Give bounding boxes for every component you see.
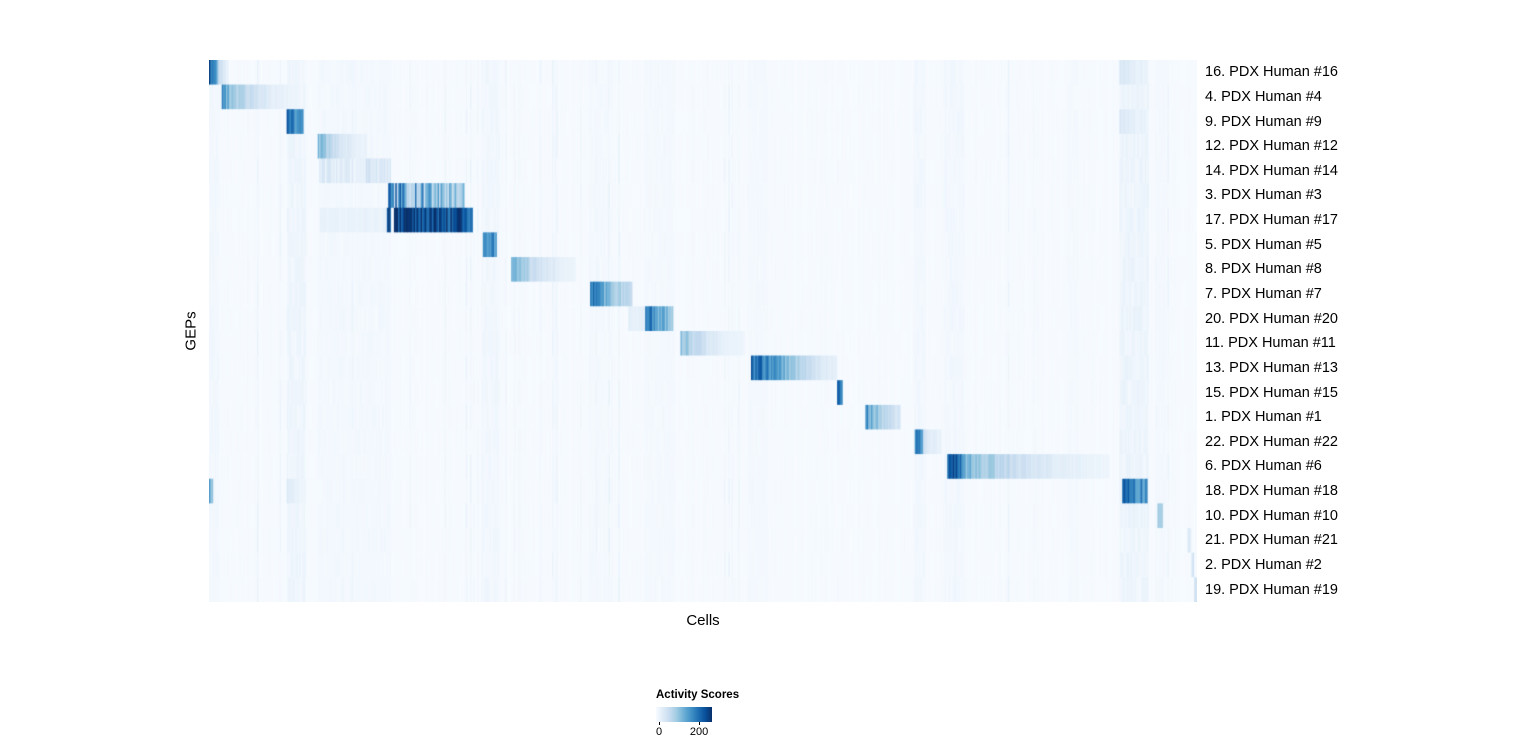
row-label: 17. PDX Human #17 <box>1205 212 1338 229</box>
legend-colorbar: 0 200 <box>656 707 712 738</box>
legend-tick-label: 0 <box>655 726 663 738</box>
row-label: 3. PDX Human #3 <box>1205 187 1322 204</box>
row-label: 10. PDX Human #10 <box>1205 507 1338 524</box>
row-label: 18. PDX Human #18 <box>1205 483 1338 500</box>
legend-tick-label: 200 <box>689 726 709 738</box>
row-label: 21. PDX Human #21 <box>1205 532 1338 549</box>
row-label: 7. PDX Human #7 <box>1205 286 1322 303</box>
colorbar-legend: Activity Scores 0 200 <box>656 689 816 738</box>
row-label: 20. PDX Human #20 <box>1205 310 1338 327</box>
x-axis-label: Cells <box>686 612 720 629</box>
legend-tick <box>659 722 660 725</box>
y-axis-label: GEPs <box>182 311 200 351</box>
row-label: 6. PDX Human #6 <box>1205 458 1322 475</box>
legend-tick <box>699 722 701 725</box>
row-label: 22. PDX Human #22 <box>1205 433 1338 450</box>
row-label: 1. PDX Human #1 <box>1205 409 1322 426</box>
row-label: 9. PDX Human #9 <box>1205 113 1322 130</box>
row-label: 15. PDX Human #15 <box>1205 384 1338 401</box>
row-label: 8. PDX Human #8 <box>1205 261 1322 278</box>
row-label: 11. PDX Human #11 <box>1205 335 1336 352</box>
legend-title: Activity Scores <box>656 689 740 701</box>
row-labels: 16. PDX Human #16 4. PDX Human #4 9. PDX H… <box>1205 60 1525 602</box>
row-label: 5. PDX Human #5 <box>1205 236 1322 253</box>
heatmap-canvas <box>209 60 1197 602</box>
row-label: 4. PDX Human #4 <box>1205 88 1322 105</box>
row-label: 13. PDX Human #13 <box>1205 359 1338 376</box>
row-label: 16. PDX Human #16 <box>1205 64 1338 81</box>
row-label: 2. PDX Human #2 <box>1205 557 1322 574</box>
row-label: 12. PDX Human #12 <box>1205 138 1338 155</box>
row-label: 19. PDX Human #19 <box>1205 581 1338 598</box>
row-label: 14. PDX Human #14 <box>1205 162 1338 179</box>
